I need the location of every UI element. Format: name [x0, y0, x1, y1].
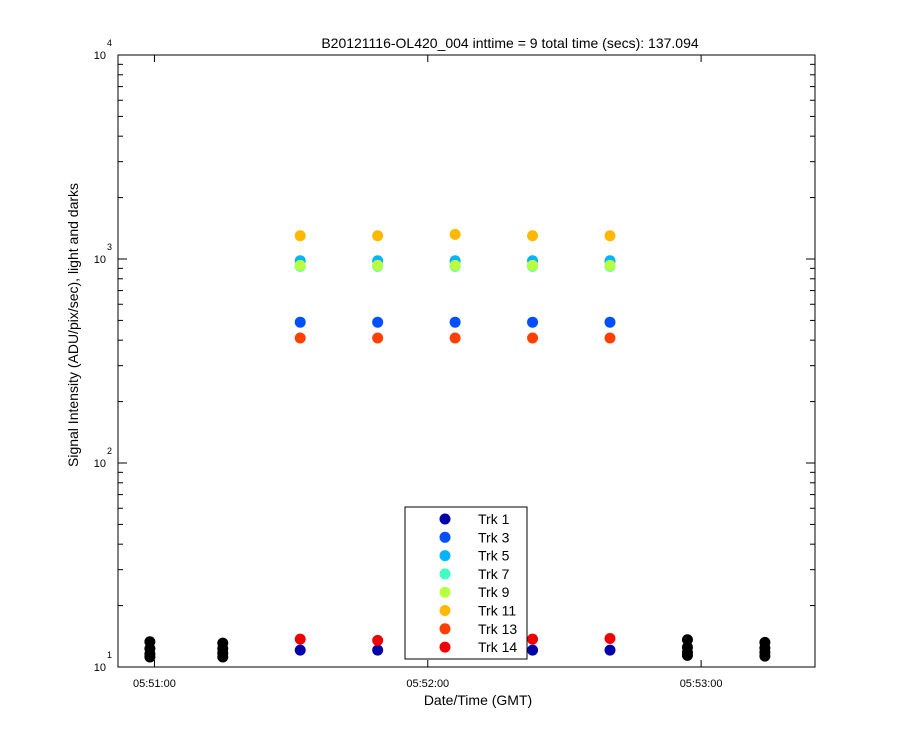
x-tick-label: 05:52:00: [406, 678, 449, 690]
series-point: [449, 316, 461, 328]
x-ticks: [153, 55, 702, 667]
chart-title: B20121116-OL420_004 inttime = 9 total ti…: [321, 35, 699, 51]
y-axis-label: Signal Intensity (ADU/pix/sec), light an…: [65, 183, 81, 467]
series-point: [294, 316, 306, 328]
series-point: [604, 259, 616, 271]
series-point: [372, 316, 384, 328]
series-point: [604, 332, 616, 344]
legend: Trk 1 Trk 3 Trk 5 Trk 7 Trk 9 Trk 11 Trk 13 Trk…: [404, 506, 528, 660]
series-point: [604, 230, 616, 242]
series-point: [527, 332, 539, 344]
series-point: [372, 332, 384, 344]
series-point: [527, 230, 539, 242]
series-point: [527, 259, 539, 271]
series-point: [527, 633, 539, 645]
legend-label: Trk 3: [478, 529, 510, 545]
legend-label: Trk 7: [478, 566, 510, 582]
legend-label: Trk 13: [478, 621, 517, 637]
series-points: [294, 228, 616, 656]
legend-label: Trk 11: [478, 603, 516, 619]
legend-box: [404, 506, 528, 660]
series-point: [604, 316, 616, 328]
series-point: [294, 644, 306, 656]
dark-point: [144, 651, 156, 663]
legend-label: Trk 5: [478, 548, 510, 564]
series-point: [527, 644, 539, 656]
series-point: [294, 633, 306, 645]
x-tick-labels: 05:51:00 05:52:00 05:53:00: [133, 678, 722, 690]
series-point: [372, 644, 384, 656]
y-tick-label-exponent: 1: [107, 650, 112, 660]
legend-marker: [439, 605, 451, 616]
y-tick-label-base: 10: [94, 458, 106, 470]
y-tick-label-base: 10: [94, 254, 106, 266]
legend-marker: [439, 550, 451, 562]
legend-marker: [439, 623, 451, 635]
series-point: [294, 230, 306, 242]
legend-label: Trk 9: [478, 584, 510, 600]
series-point: [372, 634, 384, 646]
legend-marker: [439, 586, 451, 598]
legend-marker: [439, 513, 451, 525]
x-tick-label: 05:53:00: [680, 678, 723, 690]
legend-marker: [439, 531, 451, 543]
legend-label: Trk 14: [478, 639, 517, 655]
series-point: [449, 228, 461, 240]
legend-marker: [439, 641, 451, 653]
series-point: [527, 316, 539, 328]
series-point: [372, 259, 384, 271]
dark-point: [217, 651, 229, 663]
series-point: [604, 632, 616, 644]
dark-points: [144, 634, 771, 663]
y-tick-label-exponent: 3: [107, 242, 112, 252]
y-tick-label-base: 10: [94, 50, 106, 62]
series-point: [449, 332, 461, 344]
y-tick-label-exponent: 4: [107, 38, 112, 48]
legend-label: Trk 1: [478, 511, 510, 527]
legend-marker: [439, 568, 451, 580]
y-tick-label-exponent: 2: [107, 446, 112, 456]
dark-point: [681, 649, 693, 661]
dark-point: [759, 650, 771, 662]
series-point: [294, 332, 306, 344]
series-point: [372, 230, 384, 242]
y-tick-label-base: 10: [94, 662, 106, 674]
y-minor-ticks: [118, 63, 815, 607]
series-point: [449, 259, 461, 271]
y-major-ticks: [118, 54, 815, 668]
series-point: [604, 644, 616, 656]
series-point: [294, 259, 306, 271]
x-axis-label: Date/Time (GMT): [424, 692, 532, 708]
x-tick-label: 05:51:00: [133, 678, 176, 690]
legend-entries: Trk 1 Trk 3 Trk 5 Trk 7 Trk 9 Trk 11 Trk 13 Trk…: [439, 511, 517, 655]
